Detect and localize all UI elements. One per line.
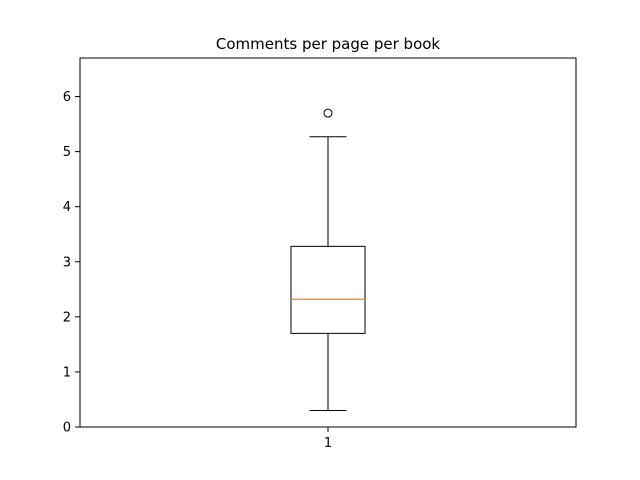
y-tick-label: 3 xyxy=(63,255,71,270)
y-tick-label: 4 xyxy=(63,200,71,215)
y-tick-label: 2 xyxy=(63,310,71,325)
iqr-box xyxy=(290,245,366,334)
box-item xyxy=(290,108,366,411)
y-tick-label: 0 xyxy=(63,421,71,436)
y-tick-label: 6 xyxy=(63,90,71,105)
y-axis: 0 1 2 3 4 5 6 xyxy=(63,90,80,436)
chart-title: Comments per page per book xyxy=(216,35,441,53)
x-tick-label: 1 xyxy=(324,436,332,451)
y-tick-label: 5 xyxy=(63,145,71,160)
x-axis: 1 xyxy=(324,427,332,451)
outlier-point xyxy=(323,108,333,118)
box-group xyxy=(290,108,366,411)
y-tick-label: 1 xyxy=(63,365,71,380)
